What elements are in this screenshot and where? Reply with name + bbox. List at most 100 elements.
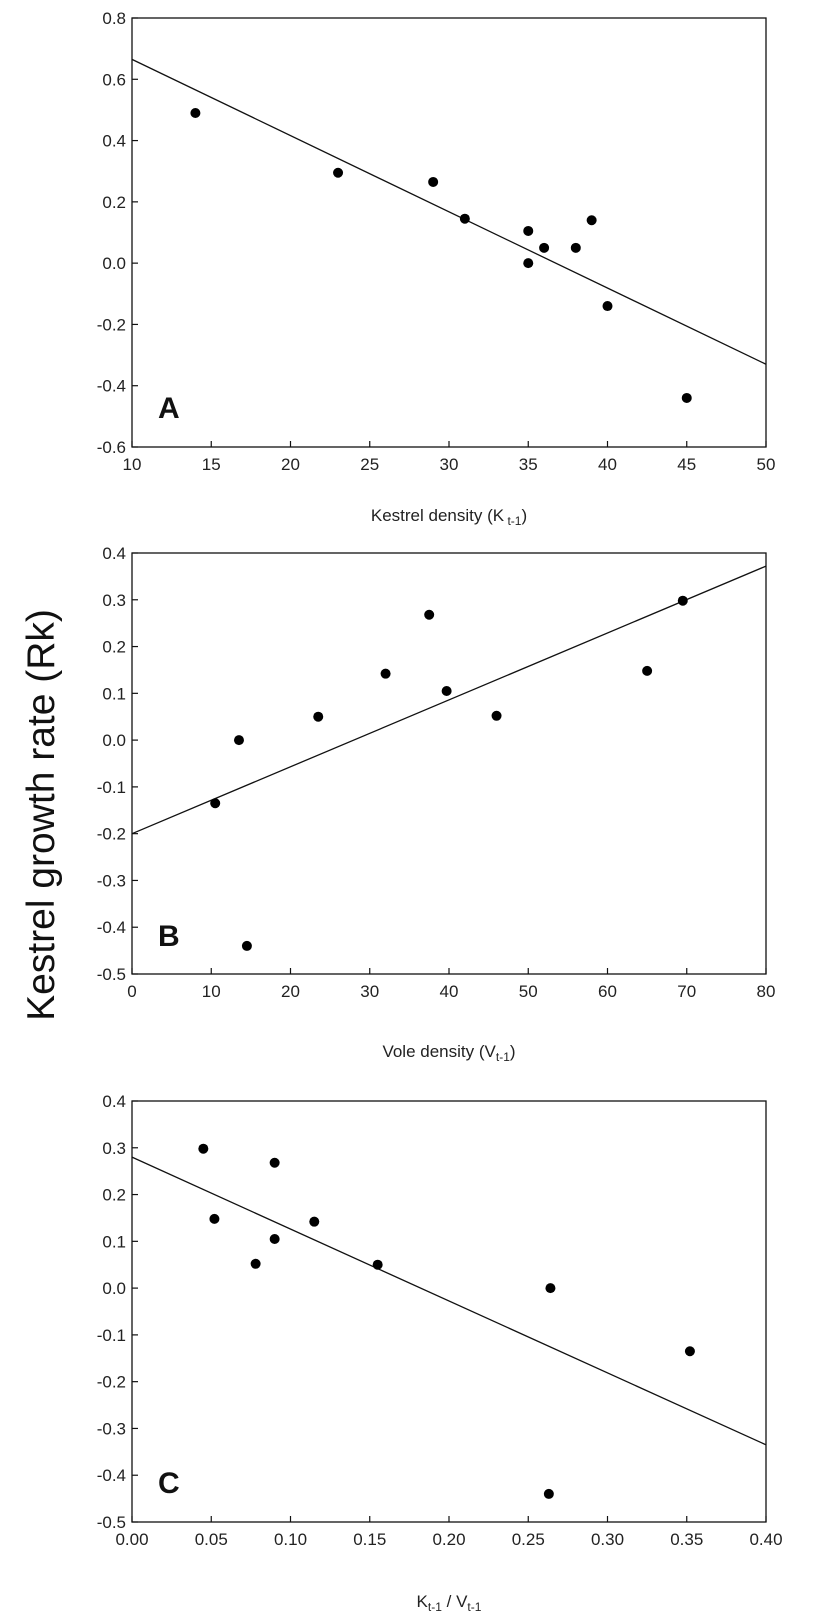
data-point xyxy=(491,710,502,721)
y-tick-label: -0.1 xyxy=(97,1326,126,1345)
y-tick-label: -0.3 xyxy=(97,1419,126,1438)
data-point xyxy=(543,1488,554,1499)
y-tick-label: -0.2 xyxy=(97,315,126,334)
x-tick-label: 45 xyxy=(677,455,696,474)
y-tick-label: -0.5 xyxy=(97,965,126,984)
panel-c-label: C xyxy=(158,1467,180,1500)
x-tick-label: 50 xyxy=(519,982,538,1001)
x-tick-label: 60 xyxy=(598,982,617,1001)
data-point xyxy=(459,213,470,224)
y-tick-label: 0.2 xyxy=(102,638,126,657)
y-tick-label: -0.6 xyxy=(97,438,126,457)
panel-a-label: A xyxy=(158,392,180,425)
y-tick-label: -0.2 xyxy=(97,1373,126,1392)
x-tick-label: 80 xyxy=(757,982,776,1001)
data-point xyxy=(523,258,534,269)
y-tick-label: -0.4 xyxy=(97,377,126,396)
data-point xyxy=(380,668,391,679)
data-point xyxy=(681,392,692,403)
panel-c-plot: 0.00 0.05 0.10 0.15 0.20 0.25 0.30 0.35 0.40 -0.5… xyxy=(97,1092,783,1549)
x-tick-label: 0.40 xyxy=(749,1530,782,1549)
data-point xyxy=(209,1213,220,1224)
y-tick-label: -0.4 xyxy=(97,918,126,937)
y-tick-label: -0.1 xyxy=(97,778,126,797)
x-tick-label: 10 xyxy=(123,455,142,474)
x-tick-label: 0.30 xyxy=(591,1530,624,1549)
x-tick-label: 0.15 xyxy=(353,1530,386,1549)
data-point xyxy=(190,107,201,118)
regression-line xyxy=(131,1156,767,1446)
data-point xyxy=(428,176,439,187)
x-tick-label: 25 xyxy=(360,455,379,474)
x-tick-label: 20 xyxy=(281,982,300,1001)
x-tick-label: 70 xyxy=(677,982,696,1001)
y-tick-label: 0.3 xyxy=(102,1139,126,1158)
y-tick-label: 0.4 xyxy=(102,544,126,563)
x-tick-label: 20 xyxy=(281,455,300,474)
data-point xyxy=(570,242,581,253)
x-tick-label: 30 xyxy=(360,982,379,1001)
plot-frame xyxy=(131,1100,767,1523)
data-point xyxy=(602,301,613,312)
data-point xyxy=(372,1259,383,1270)
data-point xyxy=(233,735,244,746)
x-tick-label: 40 xyxy=(598,455,617,474)
y-tick-label: 0.0 xyxy=(102,1279,126,1298)
data-point xyxy=(313,711,324,722)
data-point xyxy=(441,685,452,696)
data-point xyxy=(250,1258,261,1269)
data-point xyxy=(333,167,344,178)
data-point xyxy=(642,665,653,676)
y-tick-label: 0.6 xyxy=(102,70,126,89)
regression-line xyxy=(131,565,767,835)
data-point xyxy=(539,242,550,253)
data-point xyxy=(677,595,688,606)
data-point xyxy=(523,225,534,236)
panel-a: 10 15 20 25 30 35 40 45 50 -0.6 -0.4 -0.2 0.0 0.2 0.4 0… xyxy=(97,9,776,528)
x-tick-label: 0 xyxy=(127,982,136,1001)
y-tick-label: 0.4 xyxy=(102,1092,126,1111)
x-tick-label: 0.05 xyxy=(195,1530,228,1549)
data-point xyxy=(198,1143,209,1154)
x-tick-label: 50 xyxy=(757,455,776,474)
x-tick-label: 0.25 xyxy=(512,1530,545,1549)
panel-b-x-axis-label: Vole density (Vt-1) xyxy=(382,1042,515,1064)
panel-c: 0.00 0.05 0.10 0.15 0.20 0.25 0.30 0.35 0.40 -0.5… xyxy=(97,1092,783,1614)
y-tick-label: -0.3 xyxy=(97,871,126,890)
panel-a-plot: 10 15 20 25 30 35 40 45 50 -0.6 -0.4 -0.2 0.0 0.2 0.4 0… xyxy=(97,9,776,474)
x-tick-label: 15 xyxy=(202,455,221,474)
x-tick-label: 30 xyxy=(440,455,459,474)
y-axis-label: Kestrel growth rate (Rk) xyxy=(20,609,63,1021)
x-tick-label: 0.10 xyxy=(274,1530,307,1549)
y-tick-label: -0.5 xyxy=(97,1513,126,1532)
x-tick-label: 0.35 xyxy=(670,1530,703,1549)
y-tick-label: 0.0 xyxy=(102,254,126,273)
y-tick-label: 0.1 xyxy=(102,684,126,703)
y-tick-label: 0.4 xyxy=(102,132,126,151)
y-tick-label: 0.1 xyxy=(102,1232,126,1251)
y-tick-label: 0.8 xyxy=(102,9,126,28)
data-point xyxy=(424,609,435,620)
data-point xyxy=(684,1346,695,1357)
y-tick-label: -0.4 xyxy=(97,1466,126,1485)
data-point xyxy=(269,1233,280,1244)
y-tick-label: 0.2 xyxy=(102,193,126,212)
data-point xyxy=(545,1283,556,1294)
y-tick-label: -0.2 xyxy=(97,825,126,844)
panel-b-plot: 0 10 20 30 40 50 60 70 80 -0.5 -0.4 -0.3 -0.2 -0.1 0.0… xyxy=(97,544,776,1001)
x-tick-label: 0.00 xyxy=(115,1530,148,1549)
x-tick-label: 40 xyxy=(440,982,459,1001)
y-tick-label: 0.2 xyxy=(102,1186,126,1205)
panel-a-x-axis-label: Kestrel density (K t-1) xyxy=(371,506,527,528)
data-point xyxy=(309,1216,320,1227)
panel-c-x-axis-label: Kt-1 / Vt-1 xyxy=(417,1592,482,1614)
y-tick-label: 0.0 xyxy=(102,731,126,750)
plot-frame xyxy=(131,552,767,975)
regression-line xyxy=(131,58,767,365)
data-point xyxy=(210,798,221,809)
data-point xyxy=(241,940,252,951)
data-point xyxy=(586,215,597,226)
x-tick-label: 10 xyxy=(202,982,221,1001)
panel-b-label: B xyxy=(158,920,180,953)
